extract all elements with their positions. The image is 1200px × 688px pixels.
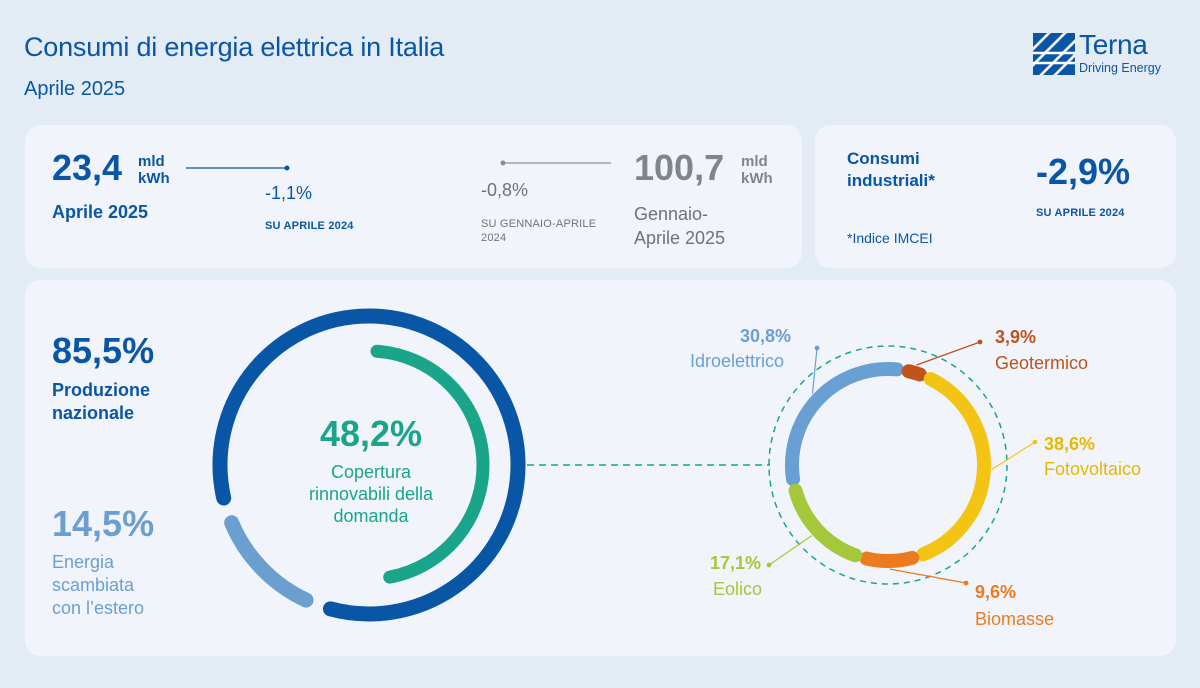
wind-arc	[788, 483, 863, 563]
biomass-label: Biomasse	[975, 609, 1055, 629]
renewables-label-1: Copertura	[330, 462, 412, 482]
solar-arc	[916, 372, 991, 562]
april-unit-1: mld	[138, 153, 165, 170]
ytd-unit-1: mld	[741, 153, 768, 170]
national-label-2: nazionale	[52, 403, 135, 423]
renewables-label-2: rinnovabili della	[308, 484, 434, 504]
ytd-unit-2: kWh	[741, 170, 773, 187]
april-unit-2: kWh	[138, 170, 170, 187]
wind-pct: 17,1%	[710, 553, 762, 573]
demand-donut	[212, 308, 526, 622]
solar-leader	[991, 441, 1036, 470]
logo-name: Terna	[1079, 29, 1148, 60]
page-subtitle: Aprile 2025	[24, 78, 126, 100]
solar-label: Fotovoltaico	[1044, 459, 1142, 479]
ytd-change-note-1: SU GENNAIO-APRILE	[481, 218, 597, 230]
geo-label: Geotermico	[995, 353, 1089, 373]
foreign-label-2: scambiata	[52, 575, 135, 595]
geo-arc	[901, 364, 927, 382]
hydro-arc	[785, 362, 904, 487]
april-value: 23,4	[52, 147, 123, 188]
april-change: -1,1%	[265, 183, 313, 203]
foreign-pct: 14,5%	[52, 503, 155, 544]
renewables-outline	[768, 345, 1008, 585]
biomass-pct: 9,6%	[975, 582, 1017, 602]
renewables-label-3: domanda	[333, 506, 409, 526]
geo-leader-dot	[977, 339, 983, 345]
wind-label: Eolico	[713, 579, 763, 599]
renewables-coverage-arc	[370, 344, 490, 584]
wind-leader-dot	[766, 562, 772, 568]
ytd-label-1: Gennaio-	[634, 204, 709, 224]
foreign-label-1: Energia	[52, 552, 115, 572]
foreign-exchange-arc	[224, 515, 314, 608]
ytd-change-note-2: 2024	[481, 232, 507, 244]
terna-logo-mark	[1033, 33, 1075, 75]
ytd-trend-dot	[500, 160, 506, 166]
national-production-arc	[212, 308, 526, 622]
foreign-label-3: con l’estero	[52, 598, 145, 618]
logo-tagline: Driving Energy	[1079, 61, 1161, 75]
industrial-footnote: *Indice IMCEI	[847, 230, 933, 246]
hydro-pct: 30,8%	[740, 326, 792, 346]
biomass-leader	[889, 568, 967, 584]
terna-logo: Terna Driving Energy	[1033, 29, 1183, 80]
consumption-card	[25, 125, 802, 268]
national-label-1: Produzione	[52, 380, 150, 400]
geo-leader	[916, 341, 981, 366]
biomass-leader-dot	[963, 580, 969, 586]
page-title: Consumi di energia elettrica in Italia	[24, 32, 445, 62]
hydro-label: Idroelettrico	[690, 351, 785, 371]
renewables-pct: 48,2%	[319, 413, 423, 454]
ytd-change: -0,8%	[481, 180, 529, 200]
april-trend-dot	[284, 165, 290, 171]
ytd-value: 100,7	[634, 147, 725, 188]
hydro-leader	[811, 347, 818, 394]
renewables-donut	[766, 339, 1038, 586]
biomass-arc	[859, 550, 920, 568]
hydro-leader-dot	[814, 345, 820, 351]
solar-leader-dot	[1032, 439, 1038, 445]
solar-pct: 38,6%	[1044, 434, 1096, 454]
industrial-label-2: industriali*	[847, 171, 935, 190]
wind-leader	[768, 535, 813, 566]
industrial-card	[815, 125, 1176, 268]
geo-pct: 3,9%	[995, 327, 1037, 347]
april-change-note: SU APRILE 2024	[265, 220, 354, 232]
industrial-label-1: Consumi	[847, 149, 920, 168]
april-label: Aprile 2025	[52, 202, 149, 222]
national-pct: 85,5%	[52, 330, 155, 371]
industrial-value: -2,9%	[1036, 151, 1131, 192]
ytd-label-2: Aprile 2025	[634, 228, 726, 248]
industrial-change-note: SU APRILE 2024	[1036, 207, 1125, 219]
